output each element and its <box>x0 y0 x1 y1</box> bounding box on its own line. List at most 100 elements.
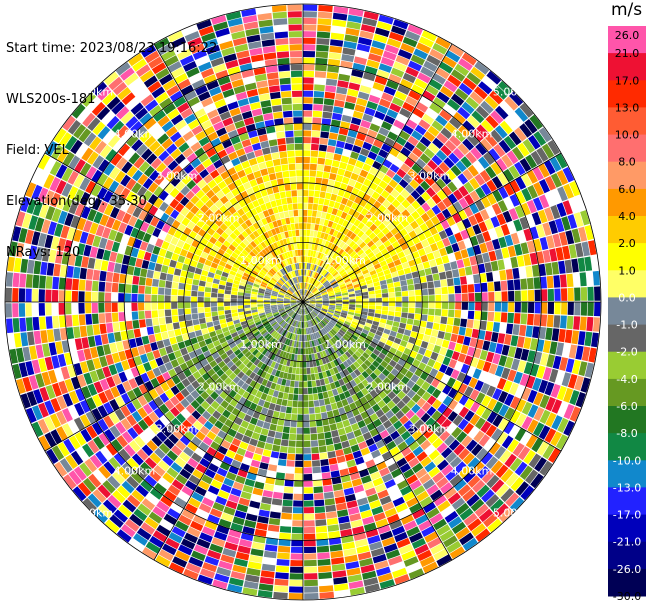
range-gate <box>295 334 298 341</box>
range-gate <box>327 65 340 73</box>
range-gate <box>220 322 228 329</box>
range-gate <box>334 147 344 155</box>
range-gate <box>109 412 120 425</box>
range-gate <box>294 474 303 481</box>
range-gate <box>374 110 386 121</box>
range-gate <box>313 339 318 347</box>
range-gate <box>469 255 478 266</box>
range-gate <box>530 150 543 166</box>
range-gate <box>453 201 463 212</box>
range-gate <box>495 464 509 478</box>
range-gate <box>49 413 62 428</box>
range-gate <box>426 274 434 282</box>
range-gate <box>346 567 361 576</box>
range-gate <box>342 304 349 307</box>
range-gate <box>556 385 567 401</box>
range-gate <box>253 170 262 179</box>
range-gate <box>329 268 336 274</box>
range-gate <box>338 73 351 82</box>
range-gate <box>224 294 231 299</box>
range-gate <box>334 496 346 504</box>
range-gate <box>584 362 594 378</box>
range-gate <box>241 323 249 329</box>
range-gate <box>361 225 369 233</box>
range-gate <box>491 238 501 250</box>
range-gate <box>347 311 355 316</box>
range-gate <box>439 323 447 332</box>
range-gate <box>308 277 311 284</box>
range-gate <box>354 340 362 348</box>
range-gate <box>268 345 275 352</box>
range-gate <box>480 138 493 152</box>
range-gate <box>396 194 406 204</box>
range-gate <box>407 168 418 179</box>
range-gate <box>270 297 277 300</box>
range-gate <box>188 331 196 339</box>
range-gate <box>400 42 415 54</box>
range-gate <box>220 483 232 494</box>
range-gate <box>38 402 49 418</box>
range-gate <box>450 369 460 380</box>
range-gate <box>331 252 338 259</box>
range-gate <box>120 418 132 431</box>
range-gate <box>303 223 307 230</box>
range-gate <box>268 194 276 202</box>
range-gate <box>104 429 116 442</box>
range-gate <box>241 366 249 374</box>
range-gate <box>325 285 332 290</box>
range-gate <box>297 307 301 314</box>
range-gate <box>426 507 440 519</box>
range-gate <box>303 117 312 124</box>
range-gate <box>375 345 383 352</box>
range-gate <box>192 319 200 326</box>
range-gate <box>282 337 287 344</box>
range-gate <box>391 342 400 350</box>
range-gate <box>249 554 263 563</box>
range-gate <box>403 556 419 567</box>
range-gate <box>578 361 588 377</box>
range-gate <box>504 393 515 407</box>
range-gate <box>204 338 213 345</box>
range-gate <box>317 11 333 19</box>
range-gate <box>188 425 199 436</box>
range-gate <box>315 296 322 299</box>
range-gate <box>517 446 531 461</box>
range-gate <box>457 209 468 221</box>
range-gate <box>121 431 134 444</box>
range-gate <box>251 309 258 313</box>
range-gate <box>462 374 472 386</box>
range-gate <box>257 292 265 296</box>
range-gate <box>381 332 389 340</box>
range-gate <box>487 518 502 533</box>
range-gate <box>306 334 310 341</box>
range-gate <box>536 251 545 264</box>
range-gate <box>421 191 431 202</box>
range-gate <box>339 316 346 321</box>
range-gate <box>383 356 392 364</box>
range-gate <box>354 196 362 205</box>
range-gate <box>382 218 391 227</box>
range-gate <box>322 262 328 269</box>
range-gate <box>332 570 347 578</box>
range-gate <box>428 466 441 478</box>
range-gate <box>381 121 393 131</box>
range-gate <box>184 296 191 302</box>
range-gate <box>484 262 492 273</box>
range-gate <box>333 489 345 498</box>
range-gate <box>339 225 346 233</box>
range-gate <box>79 325 88 338</box>
range-gate <box>447 286 455 294</box>
range-gate <box>307 341 311 348</box>
range-gate <box>111 282 119 293</box>
range-gate <box>177 424 188 435</box>
range-gate <box>389 446 401 456</box>
range-gate <box>454 63 470 77</box>
range-gate <box>545 412 557 427</box>
range-gate <box>164 361 174 371</box>
range-gate <box>379 337 388 344</box>
range-gate <box>69 435 81 450</box>
range-gate <box>315 379 321 387</box>
range-gate <box>310 433 318 441</box>
range-gate <box>521 401 533 415</box>
range-gate <box>292 367 297 374</box>
